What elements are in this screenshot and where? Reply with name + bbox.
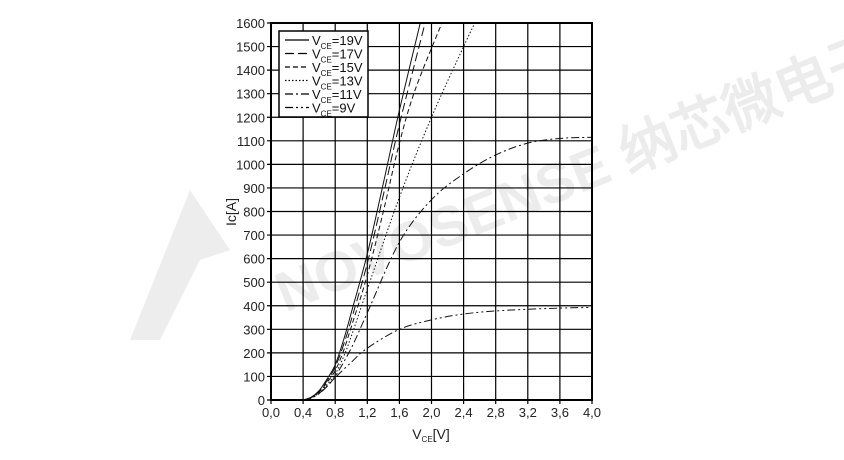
y-tick-label: 1000 bbox=[236, 157, 265, 172]
x-tick-label: 1,6 bbox=[390, 405, 408, 420]
y-tick-label: 700 bbox=[243, 228, 265, 243]
series-line-15v bbox=[302, 22, 443, 401]
legend-box bbox=[278, 30, 369, 118]
y-tick-label: 400 bbox=[243, 299, 265, 314]
y-tick-label: 1100 bbox=[237, 134, 265, 149]
legend-label: VCE=15V bbox=[312, 60, 363, 78]
y-tick-label: 500 bbox=[243, 275, 265, 290]
watermark-logo-mark bbox=[130, 190, 230, 340]
y-tick-label: 1400 bbox=[236, 63, 265, 78]
x-tick-label: 3,6 bbox=[551, 405, 569, 420]
series-lines bbox=[302, 22, 593, 401]
legend-label: VCE=19V bbox=[312, 33, 363, 51]
y-tick-label: 100 bbox=[243, 369, 265, 384]
y-tick-label: 600 bbox=[243, 252, 265, 267]
y-tick-label: 1300 bbox=[236, 87, 265, 102]
y-tick-label: 900 bbox=[243, 181, 265, 196]
y-tick-label: 200 bbox=[243, 346, 265, 361]
x-tick-label: 0,4 bbox=[294, 405, 312, 420]
y-axis-label: Ic[A] bbox=[223, 198, 239, 226]
x-tick-label: 0,8 bbox=[326, 405, 344, 420]
legend: VCE=19VVCE=17VVCE=15VVCE=13VVCE=11VVCE=9… bbox=[278, 30, 369, 119]
x-axis-label: VCE[V] bbox=[412, 426, 450, 444]
x-tick-label: 2,0 bbox=[422, 405, 440, 420]
y-tick-label: 1600 bbox=[236, 16, 265, 31]
legend-label: VCE=9V bbox=[312, 101, 356, 119]
series-line-11v bbox=[302, 136, 593, 401]
x-tick-labels: 0,0 0,4 0,8 1,2 1,6 2,0 2,4 2,8 3,2 3,6 4,0 bbox=[262, 405, 601, 420]
x-tick-label: 2,8 bbox=[487, 405, 505, 420]
legend-label: VCE=17V bbox=[312, 47, 363, 65]
series-line-9v bbox=[302, 306, 593, 401]
legend-label: VCE=13V bbox=[312, 74, 363, 92]
x-tick-label: 0,0 bbox=[262, 405, 280, 420]
x-tick-label: 1,2 bbox=[358, 405, 376, 420]
y-tick-label: 1500 bbox=[236, 40, 265, 55]
x-tick-label: 2,4 bbox=[455, 405, 473, 420]
y-tick-label: 800 bbox=[243, 205, 265, 220]
y-tick-label: 1200 bbox=[236, 110, 265, 125]
y-tick-label: 300 bbox=[243, 322, 265, 337]
plot-frame bbox=[270, 22, 593, 401]
y-tick-labels: 0 100 200 300 400 500 600 700 800 900 1000 1100 1200… bbox=[236, 16, 265, 408]
legend-label: VCE=11V bbox=[312, 87, 362, 105]
y-tick-label: 0 bbox=[258, 393, 265, 408]
x-tick-label: 3,2 bbox=[519, 405, 537, 420]
x-tick-label: 4,0 bbox=[583, 405, 601, 420]
